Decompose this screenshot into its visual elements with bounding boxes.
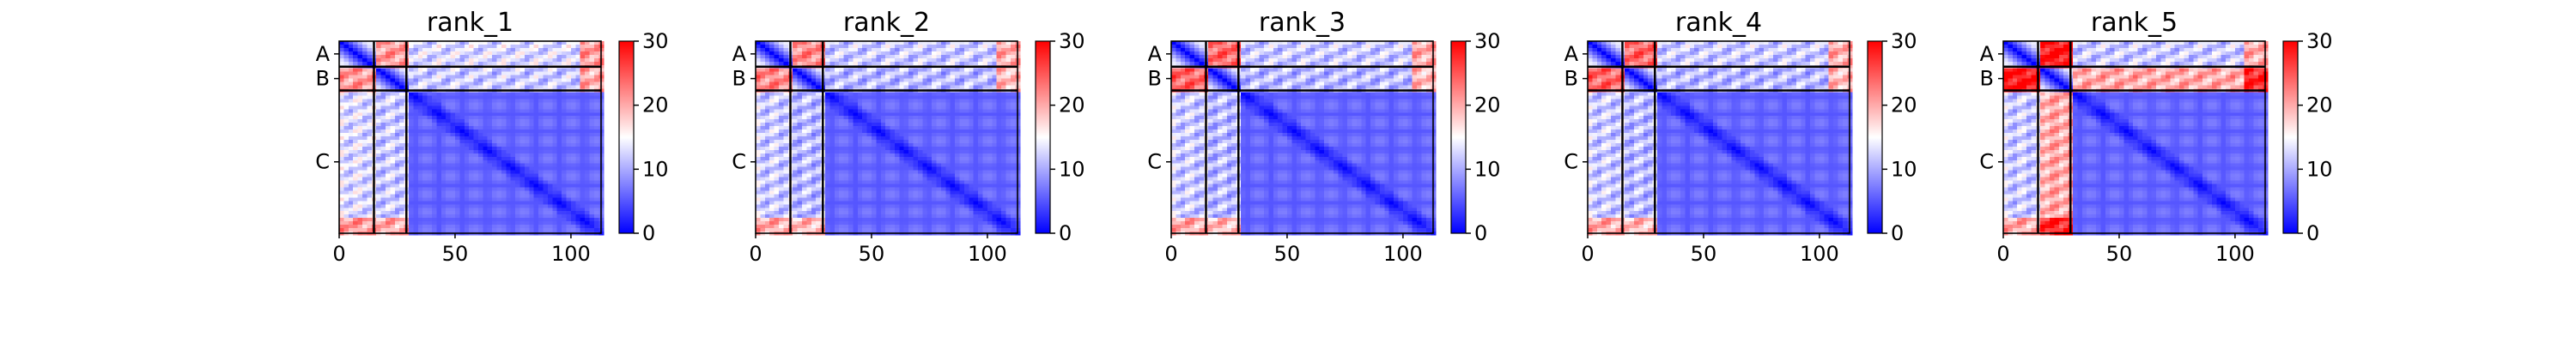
heatmap-cells xyxy=(339,41,605,236)
panel-title: rank_1 xyxy=(427,8,513,38)
chain-label: A xyxy=(732,42,747,66)
x-tick-label: 100 xyxy=(1800,242,1839,266)
colorbar xyxy=(1035,40,1051,234)
plot-frame xyxy=(755,40,1018,234)
x-tick-label: 100 xyxy=(2215,242,2255,266)
colorbar-tick-label: 0 xyxy=(2306,221,2319,245)
chain-boundaries xyxy=(1588,41,1850,233)
chain-label: C xyxy=(1564,150,1578,174)
chain-label: B xyxy=(1564,67,1578,91)
colorbar-tick-label: 10 xyxy=(1891,157,1917,181)
x-tick-label: 0 xyxy=(749,242,762,266)
heatmap-panel: rank_3 AB C 0 50 100 0 10 20 30 xyxy=(1147,8,1500,266)
x-tick-label: 0 xyxy=(332,242,345,266)
panel-title: rank_3 xyxy=(1259,8,1346,38)
heatmap-cells xyxy=(2003,41,2269,236)
plot-frame xyxy=(1170,40,1434,234)
x-tick-label: 0 xyxy=(1164,242,1177,266)
colorbar xyxy=(1450,40,1467,234)
chain-label: C xyxy=(732,150,746,174)
panel-title: rank_2 xyxy=(843,8,930,38)
colorbar-tick-label: 20 xyxy=(1474,93,1501,117)
heatmap-cells xyxy=(756,41,1021,236)
colorbar-tick-label: 20 xyxy=(2306,93,2333,117)
colorbar xyxy=(1867,40,1883,234)
heatmap-panel: rank_5 AB C 0 50 100 0 10 20 30 xyxy=(1979,8,2332,266)
colorbar xyxy=(618,40,635,234)
chain-label: B xyxy=(1148,67,1162,91)
chain-boundaries xyxy=(2003,41,2265,233)
chain-label: B xyxy=(732,67,746,91)
colorbar-tick-label: 30 xyxy=(1059,29,1085,53)
x-tick-label: 50 xyxy=(2106,242,2133,266)
colorbar-tick-label: 10 xyxy=(1059,157,1085,181)
heatmap-panel: rank_1 AB C 0 50 100 0 10 20 30 xyxy=(315,8,668,266)
x-tick-label: 50 xyxy=(1274,242,1301,266)
panel-title: rank_4 xyxy=(1675,8,1762,38)
colorbar-tick-label: 30 xyxy=(1474,29,1501,53)
colorbar-tick-label: 0 xyxy=(1891,221,1904,245)
colorbar xyxy=(2282,40,2299,234)
plot-frame xyxy=(338,40,602,234)
x-tick-label: 0 xyxy=(1581,242,1594,266)
colorbar-tick-label: 30 xyxy=(642,29,669,53)
chain-label: B xyxy=(316,67,330,91)
plot-frame xyxy=(1587,40,1850,234)
colorbar-tick-label: 20 xyxy=(1891,93,1917,117)
x-tick-label: 50 xyxy=(859,242,885,266)
colorbar-tick-label: 20 xyxy=(1059,93,1085,117)
panel-title: rank_5 xyxy=(2091,8,2178,38)
plot-frame xyxy=(2002,40,2266,234)
colorbar-tick-label: 10 xyxy=(642,157,669,181)
heatmap-cells xyxy=(1588,41,1853,236)
colorbar-tick-label: 20 xyxy=(642,93,669,117)
x-tick-label: 100 xyxy=(551,242,591,266)
x-tick-label: 50 xyxy=(442,242,469,266)
x-tick-label: 0 xyxy=(1996,242,2009,266)
chain-label: A xyxy=(1564,42,1579,66)
colorbar-tick-label: 10 xyxy=(1474,157,1501,181)
heatmap-panel: rank_4 AB C 0 50 100 0 10 20 30 xyxy=(1564,8,1917,266)
chain-label: A xyxy=(1980,42,1995,66)
chain-boundaries xyxy=(1171,41,1433,233)
chain-boundaries xyxy=(756,41,1018,233)
chain-label: B xyxy=(1980,67,1994,91)
chain-label: A xyxy=(1148,42,1163,66)
colorbar-tick-label: 0 xyxy=(642,221,655,245)
colorbar-tick-label: 30 xyxy=(1891,29,1917,53)
chain-label: A xyxy=(316,42,331,66)
colorbar-tick-label: 0 xyxy=(1059,221,1072,245)
x-tick-label: 50 xyxy=(1691,242,1717,266)
colorbar-tick-label: 10 xyxy=(2306,157,2333,181)
colorbar-tick-label: 30 xyxy=(2306,29,2333,53)
chain-boundaries xyxy=(339,41,601,233)
chain-label: C xyxy=(1147,150,1162,174)
heatmap-panel: rank_2 AB C 0 50 100 0 10 20 30 xyxy=(732,8,1084,266)
chain-label: C xyxy=(315,150,330,174)
x-tick-label: 100 xyxy=(1383,242,1423,266)
chain-label: C xyxy=(1979,150,1994,174)
x-tick-label: 100 xyxy=(968,242,1007,266)
colorbar-tick-label: 0 xyxy=(1474,221,1487,245)
heatmap-cells xyxy=(1171,41,1437,236)
